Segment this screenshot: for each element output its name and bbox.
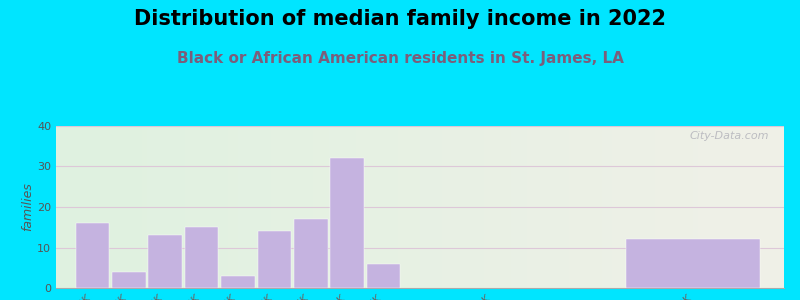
Text: Distribution of median family income in 2022: Distribution of median family income in … bbox=[134, 9, 666, 29]
Bar bbox=[330, 158, 364, 288]
Bar bbox=[149, 235, 182, 288]
Bar bbox=[626, 239, 760, 288]
Bar bbox=[258, 231, 291, 288]
Bar bbox=[294, 219, 327, 288]
Bar bbox=[222, 276, 254, 288]
Bar bbox=[367, 264, 400, 288]
Bar bbox=[76, 223, 109, 288]
Y-axis label: families: families bbox=[22, 183, 34, 231]
Text: City-Data.com: City-Data.com bbox=[690, 131, 770, 141]
Bar bbox=[112, 272, 146, 288]
Bar bbox=[185, 227, 218, 288]
Text: Black or African American residents in St. James, LA: Black or African American residents in S… bbox=[177, 51, 623, 66]
